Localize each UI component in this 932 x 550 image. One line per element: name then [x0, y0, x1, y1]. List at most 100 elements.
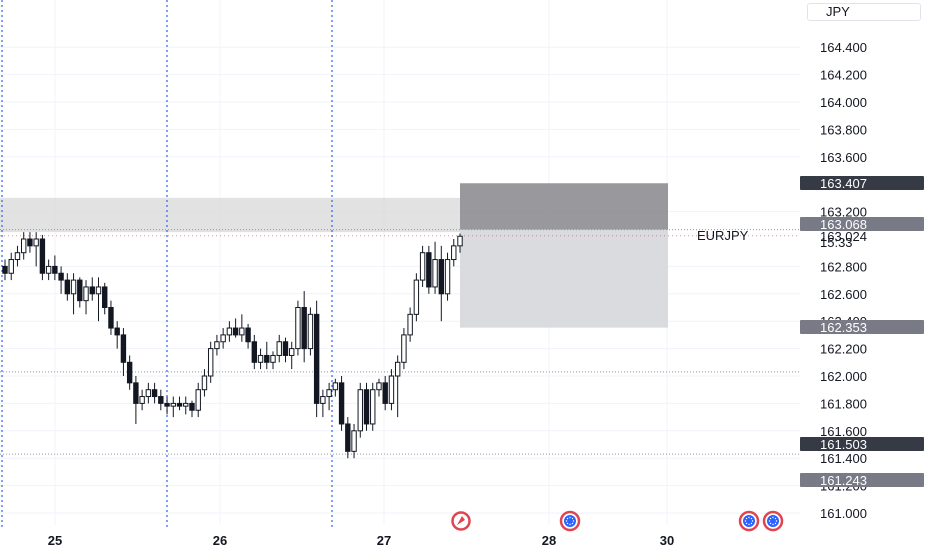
candle-body — [239, 327, 245, 336]
price-tag: 163.068 — [800, 217, 924, 232]
candle-body — [363, 389, 370, 425]
highlight-zones — [0, 183, 668, 328]
candle — [70, 273, 77, 315]
price-tag: 162.353 — [800, 320, 924, 335]
candle — [95, 277, 102, 322]
price-axis-label: 163.600 — [820, 150, 867, 165]
price-tag-value: 163.068 — [820, 217, 867, 232]
event-markers[interactable] — [451, 510, 784, 532]
event-star — [769, 522, 772, 525]
candle-body — [394, 361, 401, 377]
candle — [438, 245, 445, 322]
candle-body — [114, 327, 120, 336]
event-star — [775, 520, 778, 522]
candle-body — [351, 430, 357, 452]
candle — [457, 233, 463, 253]
candle-body — [320, 396, 326, 404]
candle — [338, 376, 345, 431]
event-star — [748, 516, 750, 519]
candle-body — [282, 341, 289, 356]
candle — [345, 417, 351, 459]
price-tag-value: 163.407 — [820, 176, 867, 191]
candlestick-series — [2, 232, 463, 459]
candle — [8, 252, 14, 281]
candle — [176, 396, 183, 411]
candle — [394, 355, 401, 418]
date-axis-label: 30 — [660, 533, 674, 548]
event-star — [750, 517, 753, 520]
time-axis[interactable]: 25 26 27 28 30 — [48, 533, 674, 548]
candle — [413, 273, 420, 322]
candle-body — [207, 348, 214, 377]
candle-body — [432, 259, 438, 288]
candle-body — [27, 238, 33, 247]
candle-body — [276, 341, 282, 356]
economic-event-eu-group-icon — [738, 510, 760, 532]
candle-body — [295, 307, 301, 350]
candle-body — [120, 334, 127, 363]
candle-body — [183, 402, 189, 407]
candle-body — [70, 279, 77, 295]
candle-body — [301, 307, 307, 350]
candle — [207, 341, 214, 383]
candle — [382, 376, 388, 411]
candle — [326, 382, 332, 411]
candle-body — [195, 389, 201, 411]
event-star — [569, 516, 571, 519]
event-star — [744, 520, 747, 522]
date-axis-label: 25 — [48, 533, 62, 548]
price-axis-label: 163.200 — [820, 205, 867, 220]
date-axis-label: 26 — [213, 533, 227, 548]
candle — [64, 273, 71, 301]
chart-grid — [0, 0, 800, 525]
candle — [370, 382, 376, 431]
candle — [295, 300, 301, 356]
candle — [151, 382, 158, 404]
candle-body — [214, 341, 220, 350]
candle-body — [64, 279, 71, 295]
candle — [226, 321, 233, 342]
currency-selector[interactable]: JPY — [807, 3, 921, 21]
currency-label: JPY — [826, 4, 850, 19]
candle — [220, 328, 226, 349]
candle — [320, 389, 326, 418]
candle-body — [189, 402, 195, 411]
candle — [77, 277, 83, 308]
price-axis-label: 162.000 — [820, 369, 867, 384]
candle-body — [407, 313, 413, 336]
candle-body — [14, 252, 21, 261]
candle-body — [326, 389, 332, 398]
candle — [257, 348, 264, 370]
candle-body — [58, 272, 64, 281]
candle-body — [39, 238, 46, 274]
candle — [282, 337, 289, 363]
candle-body — [2, 265, 8, 274]
event-star — [565, 520, 568, 522]
price-tag-value: 161.243 — [820, 473, 867, 488]
candle — [83, 280, 89, 315]
candle-body — [376, 382, 382, 391]
event-star — [751, 520, 754, 522]
price-axis-label: 161.000 — [820, 506, 867, 521]
economic-event-red-icon — [451, 511, 471, 531]
position-target-box — [460, 183, 668, 230]
candle — [307, 307, 314, 356]
event-star — [745, 522, 748, 525]
candle — [58, 266, 64, 294]
price-axis-label: 163.800 — [820, 122, 867, 137]
candle-body — [382, 382, 388, 404]
event-star — [748, 523, 750, 526]
candle-body — [133, 382, 139, 404]
price-tag: 163.407 — [800, 176, 924, 191]
candle-body — [444, 259, 451, 295]
candle — [363, 382, 370, 431]
candle-body — [139, 396, 145, 404]
candle — [232, 318, 239, 338]
countdown-label: 15:33 — [820, 235, 853, 250]
event-star — [772, 516, 774, 519]
supply-zone — [0, 197, 460, 233]
candle-body — [457, 235, 463, 247]
candle — [264, 341, 270, 370]
